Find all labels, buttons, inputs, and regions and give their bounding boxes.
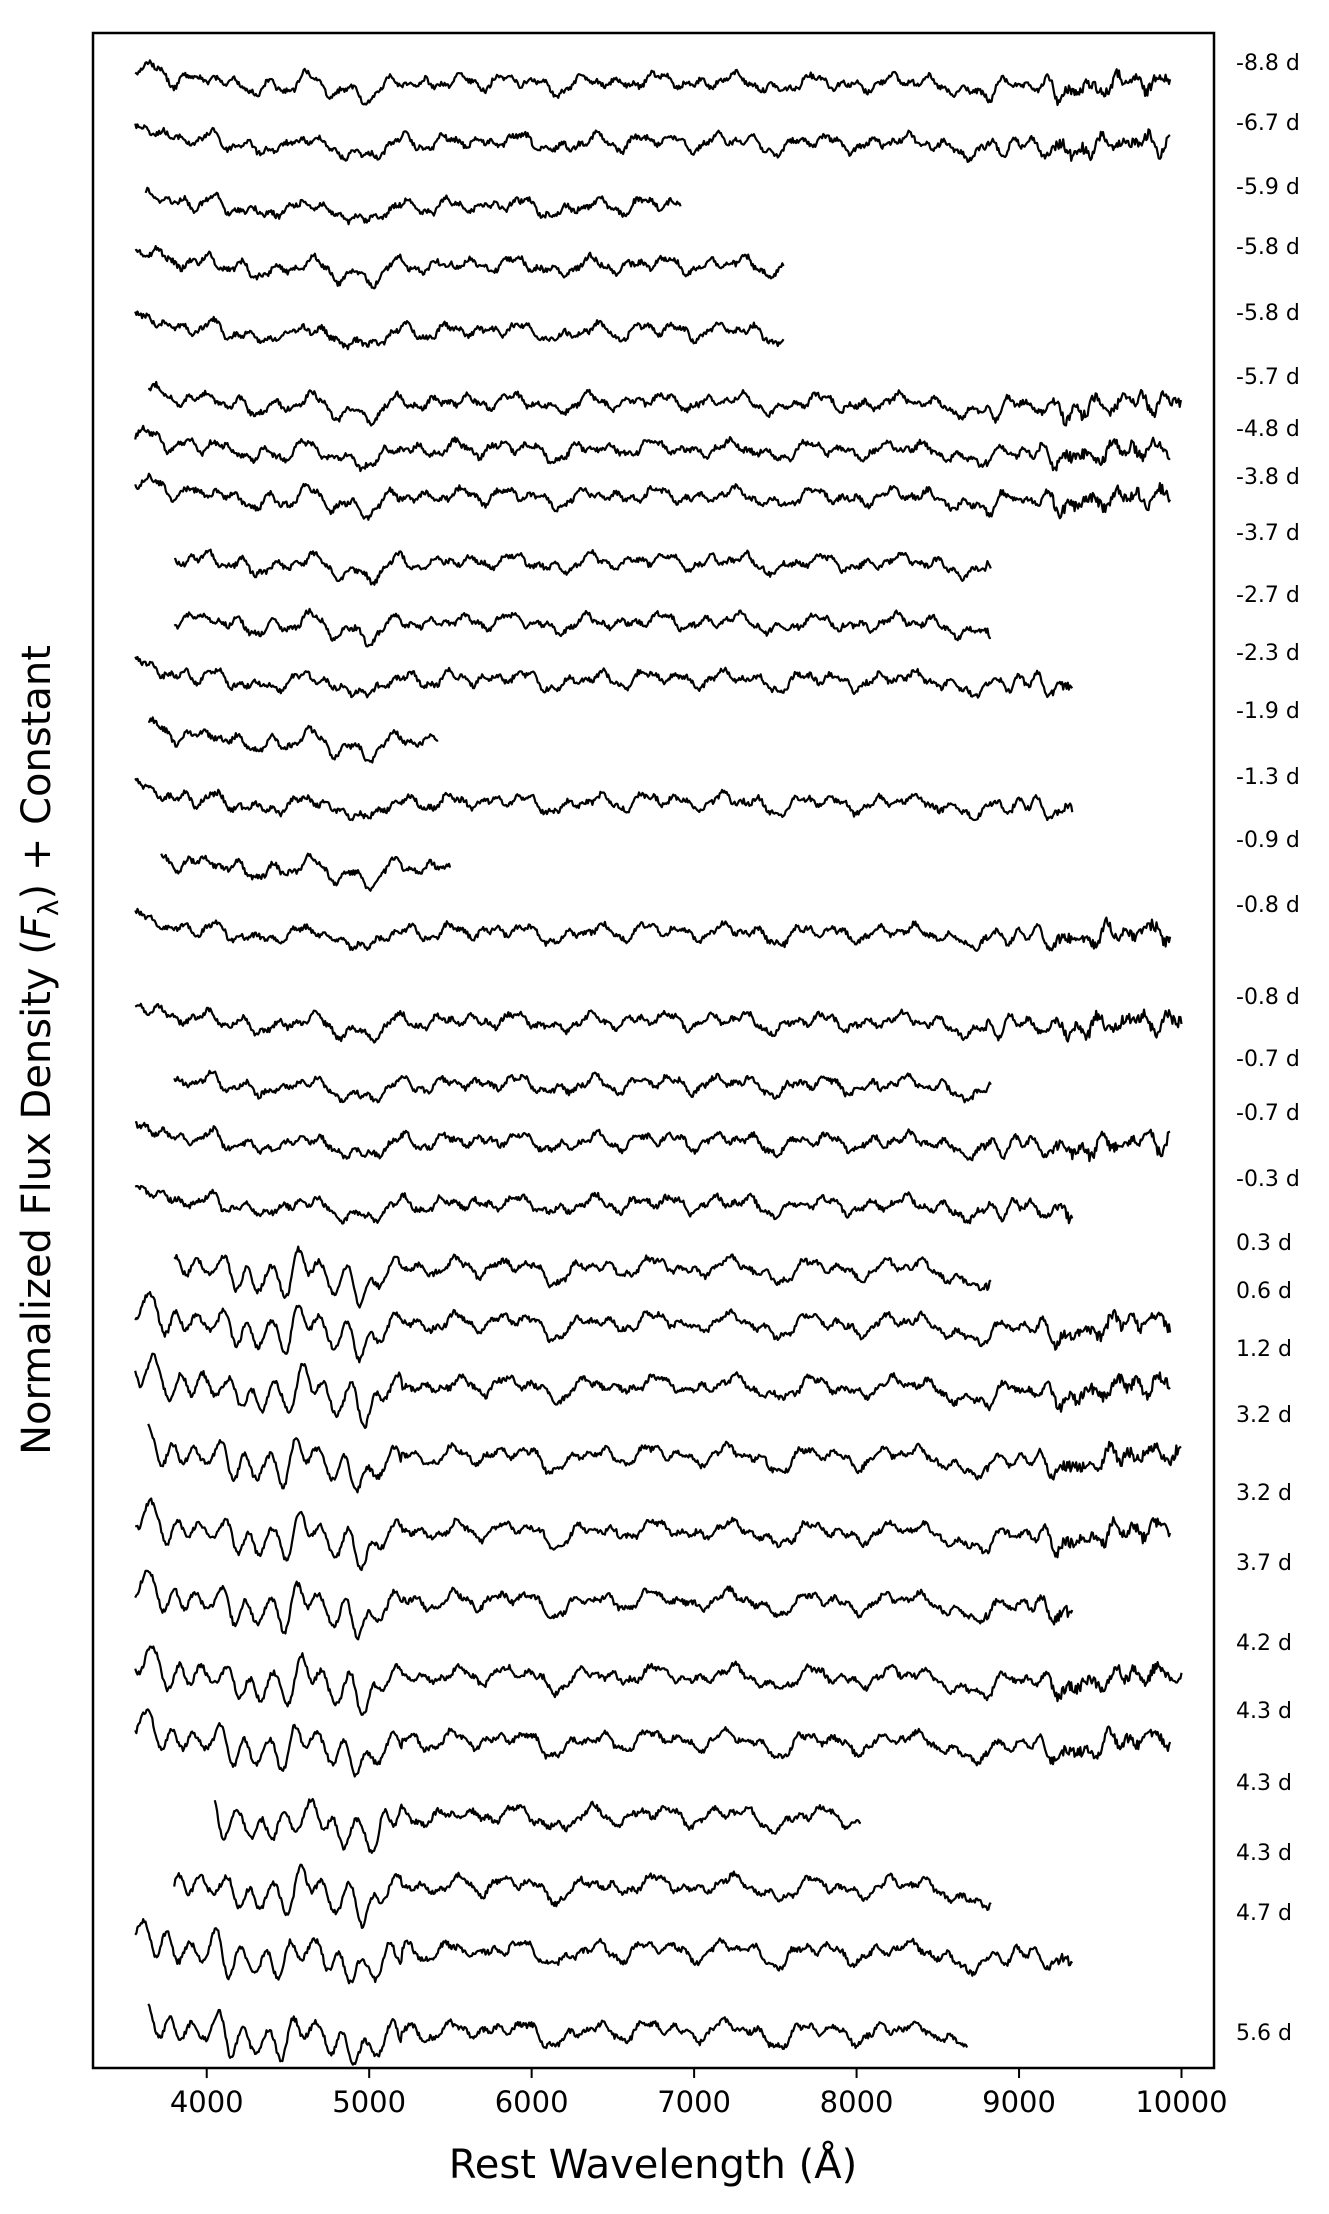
- epoch-label: -5.8 d: [1236, 235, 1300, 260]
- epoch-label: -0.8 d: [1236, 985, 1300, 1010]
- epoch-label: 3.2 d: [1236, 1481, 1292, 1506]
- epoch-label: -3.8 d: [1236, 465, 1300, 490]
- spectrum-line: [135, 1497, 1172, 1572]
- x-axis-title: Rest Wavelength (Å): [449, 2140, 857, 2188]
- epoch-label: -0.9 d: [1236, 828, 1300, 853]
- y-axis-title-part-2: ) + Constant: [14, 645, 60, 899]
- epoch-label: 0.3 d: [1236, 1231, 1292, 1256]
- spectrum-line: [134, 1184, 1074, 1225]
- epoch-labels: -8.8 d -6.7 d -5.9 d -5.8 d -5.8 d -5.7 d -4.8…: [1236, 51, 1300, 2046]
- epoch-label: -0.3 d: [1236, 1167, 1300, 1192]
- spectrum-line: [173, 1863, 992, 1930]
- spectrum-line: [134, 310, 785, 351]
- epoch-label: -0.7 d: [1236, 1047, 1300, 1072]
- plot-frame: [91, 31, 1216, 2070]
- epoch-label: 4.3 d: [1236, 1841, 1292, 1866]
- epoch-label: 4.2 d: [1236, 1631, 1292, 1656]
- epoch-label: 0.6 d: [1236, 1279, 1292, 1304]
- x-tick-label: 10000: [1135, 2085, 1227, 2119]
- spectrum-line: [160, 852, 452, 892]
- epoch-label: 1.2 d: [1236, 1337, 1292, 1362]
- epoch-label: -6.7 d: [1236, 111, 1300, 136]
- spectra-group: [134, 59, 1183, 2066]
- y-axis-title-part-1: Normalized Flux Density (: [14, 939, 60, 1455]
- spectrum-line: [134, 1917, 1074, 1985]
- epoch-label: 3.2 d: [1236, 1403, 1292, 1428]
- x-tick-label: 6000: [495, 2085, 569, 2119]
- epoch-label: -1.9 d: [1236, 699, 1300, 724]
- spectrum-line: [134, 1120, 1171, 1163]
- spectrum-line: [134, 1352, 1171, 1430]
- epoch-label: -0.7 d: [1236, 1101, 1300, 1126]
- epoch-label: -2.3 d: [1236, 641, 1300, 666]
- epoch-label: 4.3 d: [1236, 1699, 1292, 1724]
- epoch-label: -4.8 d: [1236, 417, 1300, 442]
- epoch-label: 4.7 d: [1236, 1901, 1292, 1926]
- spectrum-line: [134, 245, 785, 290]
- epoch-label: 5.6 d: [1236, 2021, 1292, 2046]
- spectrum-line: [134, 907, 1172, 952]
- y-axis-title-symbol: F: [14, 915, 60, 939]
- spectrum-line: [134, 1645, 1183, 1716]
- epoch-label: -5.7 d: [1236, 365, 1300, 390]
- epoch-label: 3.7 d: [1236, 1551, 1292, 1576]
- y-axis-title-subscript: λ: [32, 899, 65, 916]
- epoch-label: -5.9 d: [1236, 175, 1300, 200]
- epoch-label: -3.7 d: [1236, 521, 1300, 546]
- spectrum-line: [147, 1423, 1182, 1494]
- y-axis-title: Normalized Flux Density (Fλ) + Constant: [14, 645, 65, 1455]
- spectrum-line: [134, 1290, 1172, 1364]
- x-axis-ticks: 4000 5000 6000 7000 8000 9000 10000: [170, 2068, 1228, 2119]
- epoch-label: -2.7 d: [1236, 583, 1300, 608]
- spectrum-line: [134, 123, 1171, 163]
- spectrum-line: [213, 1797, 862, 1854]
- x-tick-label: 8000: [820, 2085, 894, 2119]
- spectrum-line: [134, 472, 1172, 521]
- spectrum-line: [134, 655, 1074, 699]
- x-tick-label: 9000: [982, 2085, 1056, 2119]
- spectrum-line: [173, 548, 992, 586]
- spectrum-line: [134, 59, 1172, 107]
- spectrum-line: [147, 2003, 969, 2066]
- spectrum-line: [173, 1069, 992, 1104]
- x-tick-label: 4000: [170, 2085, 244, 2119]
- spectrum-line: [147, 716, 439, 764]
- epoch-label: -5.8 d: [1236, 301, 1300, 326]
- epoch-label: -8.8 d: [1236, 51, 1300, 76]
- epoch-label: -0.8 d: [1236, 893, 1300, 918]
- spectrum-line: [134, 1002, 1183, 1044]
- spectrum-line: [144, 186, 682, 226]
- spectrum-line: [173, 607, 992, 648]
- spectrum-line: [134, 424, 1171, 473]
- epoch-label: -1.3 d: [1236, 765, 1300, 790]
- spectrum-line: [173, 1245, 992, 1309]
- spectrum-line: [148, 380, 1182, 427]
- epoch-label: 4.3 d: [1236, 1771, 1292, 1796]
- spectrum-line: [134, 1708, 1172, 1778]
- spectrum-line: [134, 1569, 1074, 1641]
- x-tick-label: 7000: [657, 2085, 731, 2119]
- x-tick-label: 5000: [332, 2085, 406, 2119]
- spectrum-line: [134, 777, 1074, 822]
